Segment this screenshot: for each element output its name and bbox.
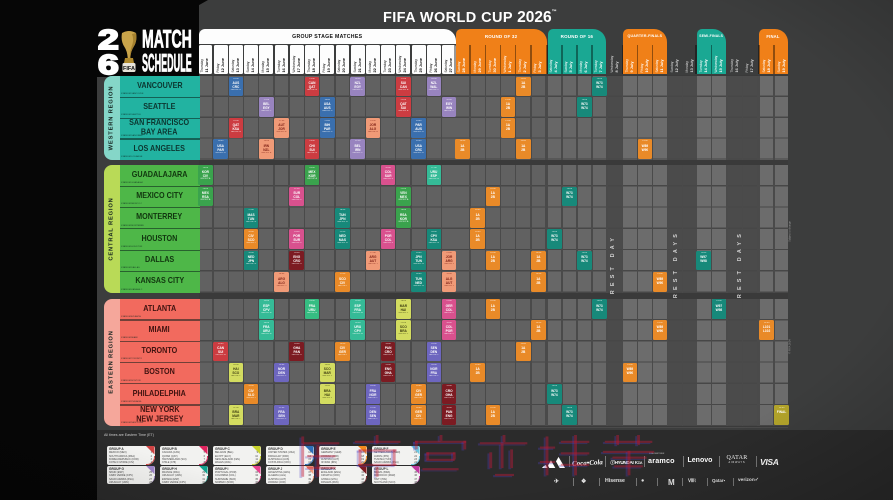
- svg-text:FIFA: FIFA: [123, 66, 135, 72]
